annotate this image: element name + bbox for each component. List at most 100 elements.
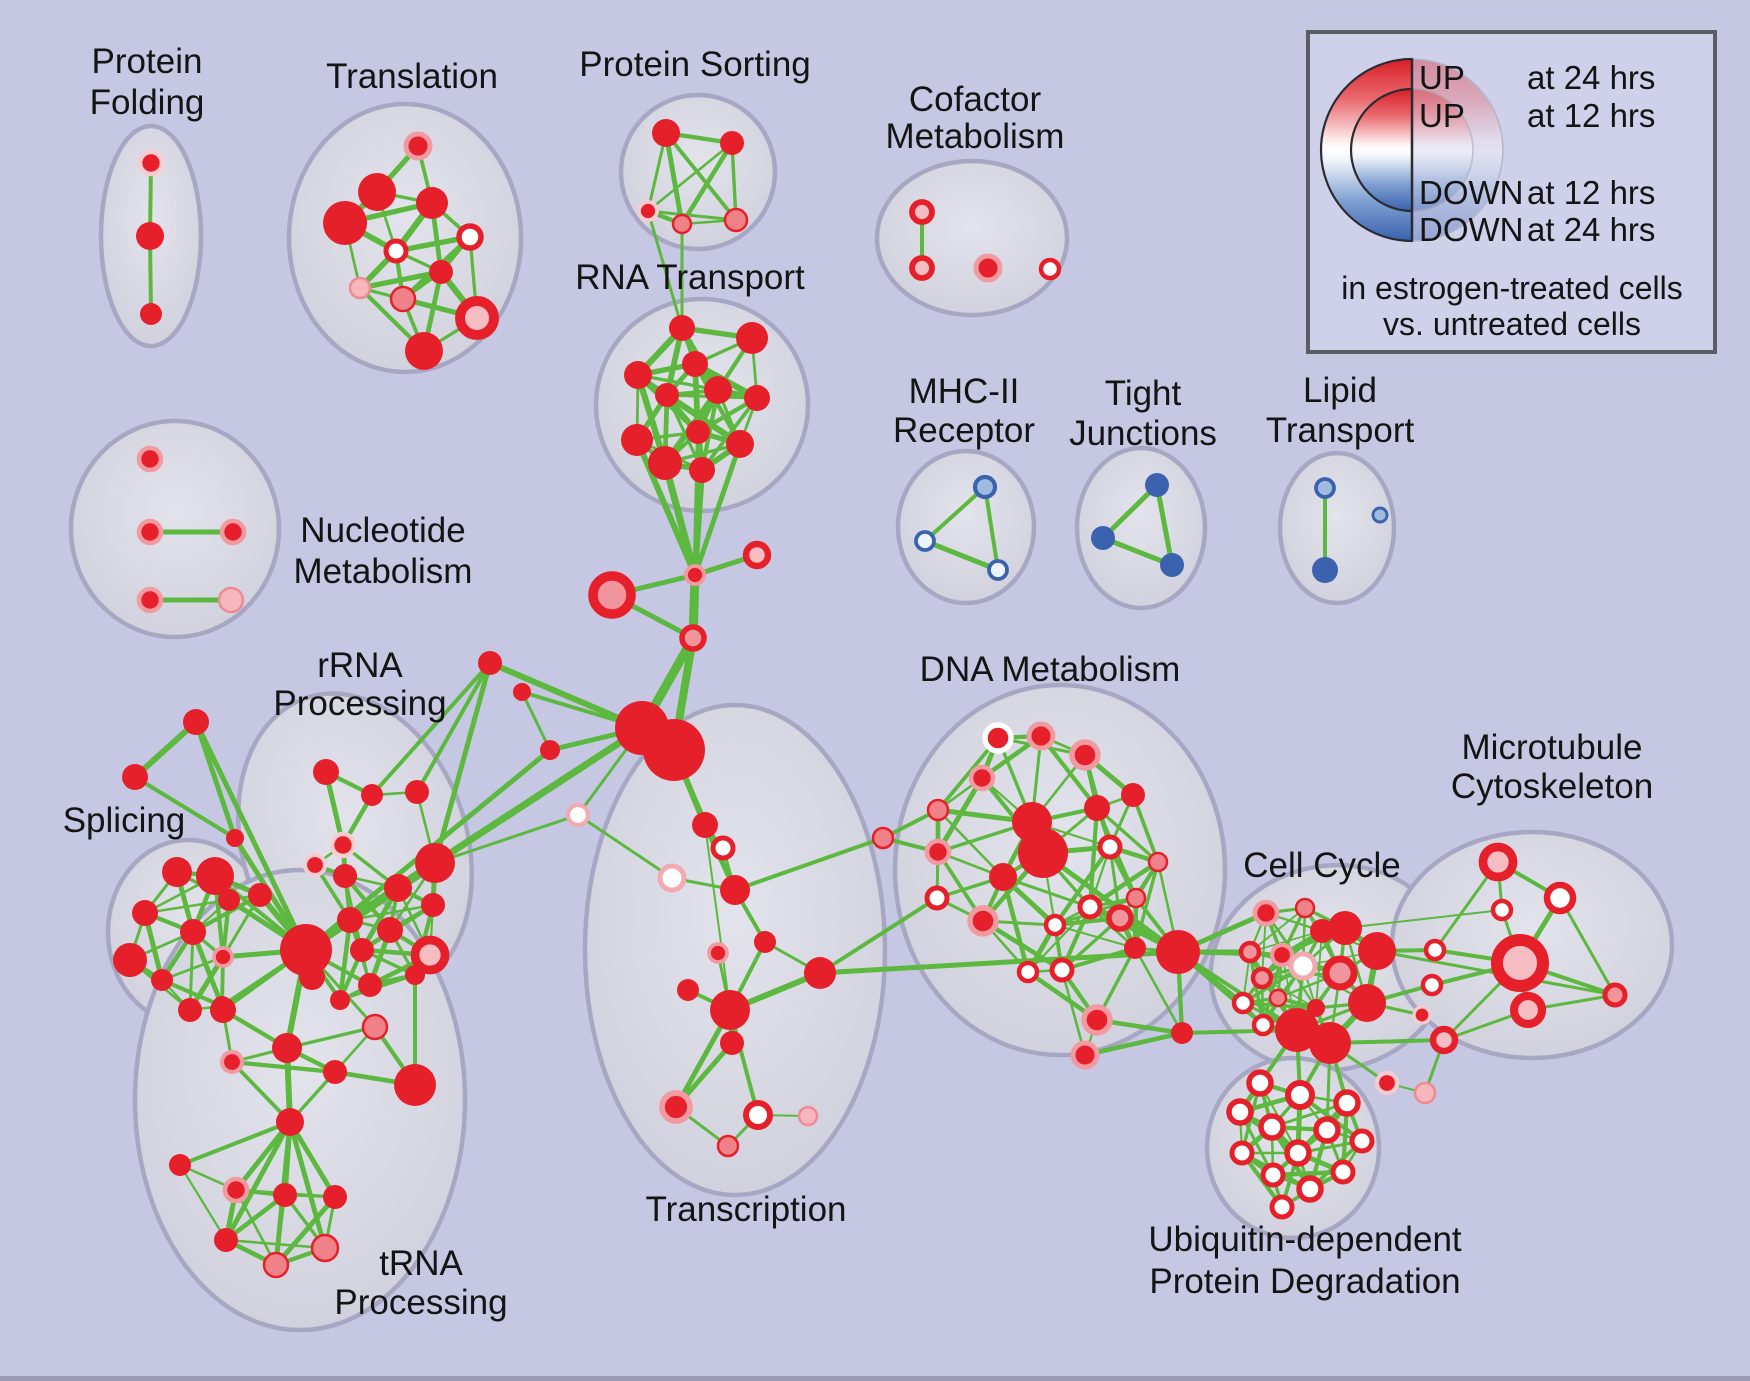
gene-node (218, 889, 240, 911)
gene-node (1231, 991, 1255, 1015)
gene-node (720, 1031, 744, 1055)
gene-node (405, 965, 425, 985)
network-edge (663, 391, 744, 448)
network-edge (1082, 1030, 1185, 1058)
gene-node (657, 863, 687, 893)
gene-node (136, 586, 164, 614)
gene-node (659, 1090, 693, 1124)
gene-node (383, 238, 409, 264)
cluster-bubble-mhc-ii-receptor (895, 448, 1037, 606)
network-edge (1001, 875, 1092, 909)
network-edge (337, 917, 353, 1003)
gene-node (348, 276, 372, 300)
network-edge (273, 1194, 338, 1268)
gene-node (456, 223, 484, 251)
gene-node (720, 875, 750, 905)
gene-node (968, 764, 996, 792)
gene-node (671, 213, 693, 235)
gene-node (132, 900, 158, 926)
network-edge (818, 896, 939, 975)
gene-node (1330, 1159, 1356, 1185)
gene-node (710, 990, 750, 1030)
gene-node (136, 222, 164, 250)
network-edge (370, 661, 492, 797)
network-edge (1053, 923, 1137, 950)
network-edge (1315, 930, 1323, 1009)
gene-node (914, 530, 936, 552)
gene-node (1106, 904, 1134, 932)
network-edge (287, 1119, 338, 1200)
gene-node (1070, 1040, 1100, 1070)
legend-direction-label: UP (1419, 59, 1465, 96)
network-edge (188, 930, 195, 1012)
gene-node (652, 119, 680, 147)
gene-node (1490, 898, 1514, 922)
gene-node (637, 200, 659, 222)
gene-node (1420, 973, 1444, 997)
network-edge (223, 1192, 288, 1243)
network-edge (922, 538, 1001, 573)
cluster-label-cell-cycle: Cell Cycle (1243, 846, 1401, 885)
gene-node (1091, 526, 1115, 550)
network-edge (692, 441, 743, 578)
gene-node (1310, 919, 1334, 943)
gene-node (1374, 1070, 1400, 1096)
gene-node (394, 1064, 436, 1106)
cluster-label-rrna-processing: rRNA (317, 646, 403, 685)
gene-node (180, 919, 206, 945)
gene-node (410, 935, 450, 975)
gene-node (565, 802, 591, 828)
network-edge (646, 209, 684, 330)
gene-node (924, 885, 950, 911)
gene-node (982, 722, 1014, 754)
legend-time-label: at 12 hrs (1527, 97, 1655, 134)
gene-node (1252, 899, 1280, 927)
gene-node (707, 942, 729, 964)
gene-node (909, 199, 935, 225)
gene-node (1251, 1013, 1275, 1037)
network-edge (646, 209, 738, 222)
gene-node (323, 1060, 347, 1084)
legend-ring-12h-left (1349, 87, 1414, 213)
cluster-label-nucleotide-metabolism: Nucleotide (300, 511, 465, 550)
network-edge (730, 141, 738, 222)
network-edge (193, 719, 309, 953)
cluster-label-tight-junctions: Junctions (1069, 414, 1217, 453)
gene-node (1296, 1175, 1324, 1203)
network-edge (1038, 733, 1100, 811)
gene-node (1429, 1025, 1459, 1055)
gene-node (1358, 932, 1396, 970)
legend-time-label: at 12 hrs (1527, 174, 1655, 211)
gene-node (1125, 887, 1147, 909)
network-edge (432, 660, 493, 866)
gene-node (337, 907, 363, 933)
cluster-label-mhc-ii-receptor: MHC-II (909, 372, 1020, 411)
cluster-label-tight-junctions: Tight (1105, 374, 1182, 413)
gene-node (1423, 938, 1447, 962)
gene-node (716, 1134, 740, 1158)
gene-node (677, 979, 699, 1001)
gene-node (140, 303, 162, 325)
gene-node (720, 131, 744, 155)
network-edge (224, 1238, 327, 1250)
gene-node (219, 1049, 245, 1075)
network-edge (646, 141, 734, 213)
legend-direction-label: UP (1419, 97, 1465, 134)
gene-node (136, 445, 164, 473)
network-edge (223, 1119, 293, 1243)
gene-node (1322, 955, 1358, 991)
network-edge (936, 808, 1005, 879)
gene-node (1077, 894, 1103, 920)
gene-node (1309, 1022, 1351, 1064)
gene-node (1229, 1140, 1255, 1166)
cluster-bubble-lipid-transport (1277, 450, 1397, 606)
cluster-label-cofactor-metabolism: Cofactor (909, 80, 1042, 119)
gene-node (972, 474, 998, 500)
cluster-label-rna-transport: RNA Transport (575, 258, 805, 297)
network-edge (923, 485, 987, 543)
gene-node (280, 924, 332, 976)
network-edge (576, 813, 674, 880)
network-edge (664, 131, 738, 222)
gene-node (744, 385, 770, 411)
